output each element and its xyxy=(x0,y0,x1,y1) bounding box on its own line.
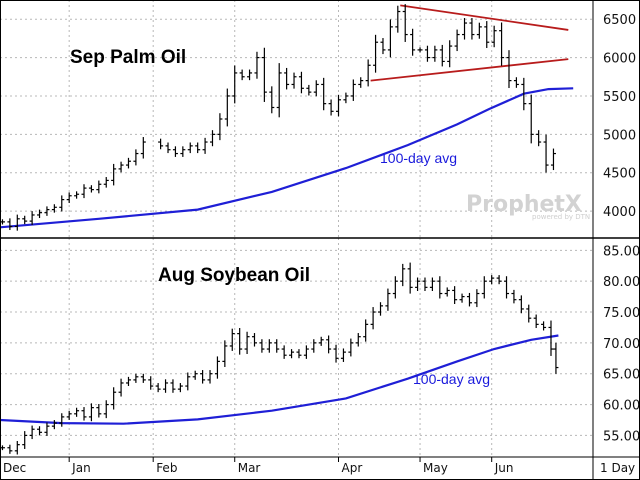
palm-oil-gridlines xyxy=(0,0,593,238)
month-label: Dec xyxy=(3,461,26,475)
palm-oil-bars xyxy=(0,4,556,231)
watermark-tagline: powered by DTN xyxy=(532,213,590,221)
y-tick-label: 80.00 xyxy=(603,275,640,290)
interval-label: 1 Day xyxy=(600,461,635,475)
month-label: Jan xyxy=(71,461,91,475)
triangle-upper-line xyxy=(400,4,569,31)
y-tick-label: 6000 xyxy=(603,52,636,67)
y-tick-label: 75.00 xyxy=(603,306,640,321)
y-tick-label: 70.00 xyxy=(603,337,640,352)
month-label: Mar xyxy=(238,461,261,475)
triangle-lower-line xyxy=(370,58,569,82)
month-label: Feb xyxy=(156,461,177,475)
y-tick-label: 6500 xyxy=(603,13,636,28)
soybean-oil-gridlines xyxy=(0,238,593,457)
month-label: May xyxy=(423,461,448,475)
soybean-oil-average-label: 100-day avg xyxy=(413,371,490,387)
soybean-oil-bars xyxy=(0,262,559,455)
palm-oil-panel: 4000 4500 5000 5500 6000 6500 Sep Palm Oil 10… xyxy=(0,0,636,238)
soybean-oil-title: Aug Soybean Oil xyxy=(158,265,310,286)
y-tick-label: 5000 xyxy=(603,128,636,143)
palm-oil-triangle-layer xyxy=(370,4,569,82)
moving-average-line xyxy=(0,87,574,229)
prophetx-watermark: ProphetX powered by DTN xyxy=(466,192,590,221)
y-tick-label: 4000 xyxy=(603,205,636,220)
month-label: Jun xyxy=(494,461,514,475)
soybean-oil-average-layer xyxy=(0,334,559,425)
y-tick-label: 85.00 xyxy=(603,244,640,259)
y-tick-label: 4500 xyxy=(603,167,636,182)
palm-oil-title: Sep Palm Oil xyxy=(70,47,186,68)
month-label: Apr xyxy=(342,461,363,475)
moving-average-line xyxy=(0,334,559,425)
x-axis: Dec Jan Feb Mar Apr May Jun xyxy=(3,457,513,475)
soybean-oil-y-axis: 55.00 60.00 65.00 70.00 75.00 80.00 85.00 xyxy=(603,244,640,444)
y-tick-label: 5500 xyxy=(603,90,636,105)
palm-oil-average-label: 100-day avg xyxy=(380,150,457,166)
y-tick-label: 65.00 xyxy=(603,368,640,383)
watermark-brand: ProphetX xyxy=(466,192,582,217)
palm-oil-average-layer xyxy=(0,87,574,229)
y-tick-label: 55.00 xyxy=(603,429,640,444)
y-tick-label: 60.00 xyxy=(603,399,640,414)
soybean-oil-panel: 55.00 60.00 65.00 70.00 75.00 80.00 85.00 Aug … xyxy=(0,238,640,457)
palm-oil-y-axis: 4000 4500 5000 5500 6000 6500 xyxy=(603,13,636,220)
